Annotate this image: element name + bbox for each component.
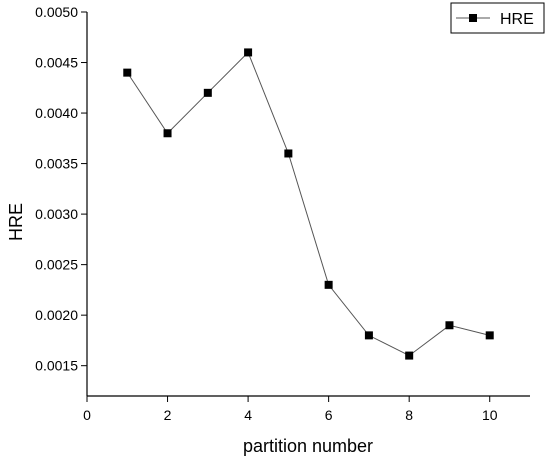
data-point	[244, 48, 253, 57]
data-point	[364, 331, 373, 340]
data-point	[485, 331, 494, 340]
legend-marker	[469, 14, 477, 22]
data-point	[123, 68, 132, 77]
axes	[86, 12, 530, 397]
series-line-hre	[126, 51, 490, 357]
x-tick-label: 10	[482, 407, 498, 423]
x-tick-label: 8	[405, 407, 413, 423]
y-tick-label: 0.0035	[35, 156, 78, 172]
y-tick-label: 0.0025	[35, 257, 78, 273]
data-point	[163, 129, 172, 138]
y-axis-title: HRE	[6, 203, 26, 241]
y-tick-label: 0.0040	[35, 105, 78, 121]
y-tick-label: 0.0045	[35, 55, 78, 71]
y-tick-label: 0.0050	[35, 4, 78, 20]
x-ticks: 0 2 4 6 8 10	[83, 396, 498, 423]
data-point	[284, 149, 293, 158]
legend-label: HRE	[500, 11, 534, 28]
y-ticks: 0.0015 0.0020 0.0025 0.0030 0.0035 0.0040 0.00…	[35, 4, 87, 374]
y-tick-label: 0.0015	[35, 358, 78, 374]
legend: HRE	[450, 2, 545, 34]
x-tick-label: 4	[244, 407, 252, 423]
series-layer	[123, 48, 494, 360]
y-tick-label: 0.0030	[35, 206, 78, 222]
x-tick-label: 6	[325, 407, 333, 423]
data-point	[324, 280, 333, 289]
x-tick-label: 2	[164, 407, 172, 423]
x-axis-title: partition number	[243, 436, 373, 456]
data-point	[405, 351, 414, 360]
data-point	[445, 321, 454, 330]
x-tick-label: 0	[83, 407, 91, 423]
y-tick-label: 0.0020	[35, 307, 78, 323]
data-point	[203, 88, 212, 97]
